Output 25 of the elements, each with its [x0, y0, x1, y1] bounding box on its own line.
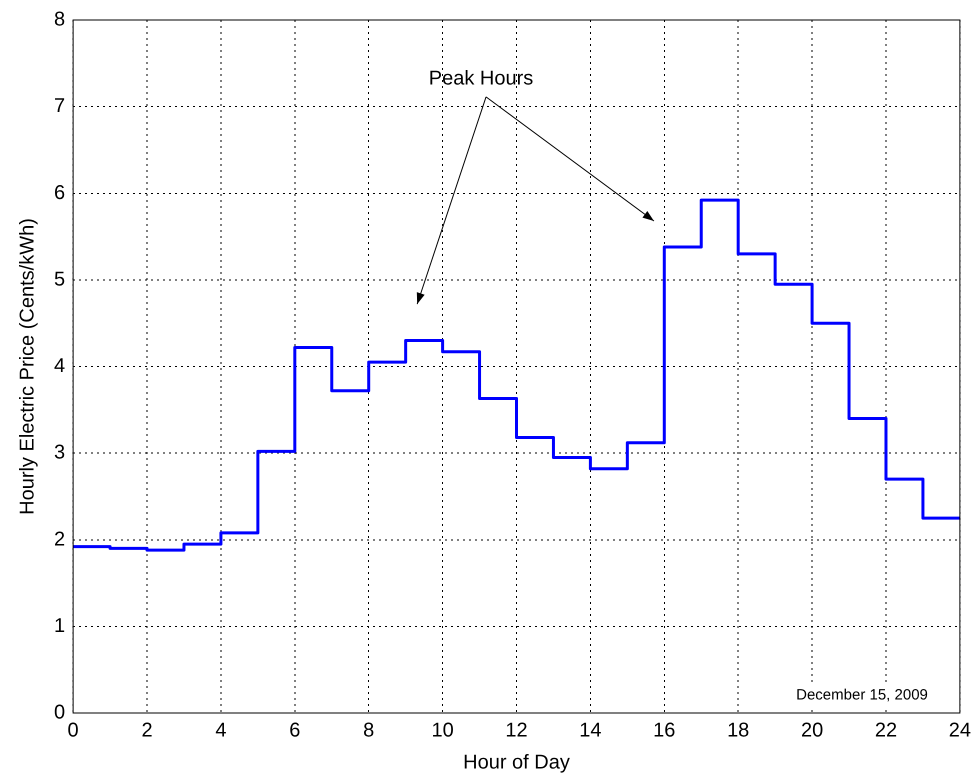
y-tick-label: 2	[54, 528, 66, 550]
x-tick-label: 14	[579, 720, 602, 742]
y-tick-label: 7	[54, 95, 66, 118]
x-tick-label: 24	[948, 720, 971, 742]
x-tick-label: 6	[289, 720, 300, 742]
y-tick-label: 1	[54, 614, 66, 637]
y-tick-label: 0	[54, 702, 66, 724]
x-tick-label: 20	[800, 720, 824, 742]
x-tick-label: 12	[505, 720, 528, 742]
x-tick-label: 4	[215, 720, 226, 742]
x-tick-label: 2	[141, 720, 153, 742]
annotation: December 15, 2009	[796, 686, 928, 704]
y-tick-label: 5	[54, 268, 66, 290]
y-tick-label: 8	[54, 8, 66, 31]
x-tick-label: 16	[653, 720, 676, 742]
annotation: Peak Hours	[428, 67, 534, 90]
x-tick-label: 8	[363, 720, 374, 742]
y-tick-label: 6	[54, 182, 66, 204]
x-tick-label: 22	[874, 720, 898, 742]
y-tick-label: 4	[54, 355, 66, 378]
y-tick-label: 3	[54, 442, 66, 464]
y-axis-title: Hourly Electric Price (Cents/kWh)	[16, 218, 39, 515]
x-tick-label: 18	[727, 720, 750, 742]
x-tick-label: 10	[431, 720, 454, 742]
x-axis-title: Hour of Day	[463, 752, 570, 774]
